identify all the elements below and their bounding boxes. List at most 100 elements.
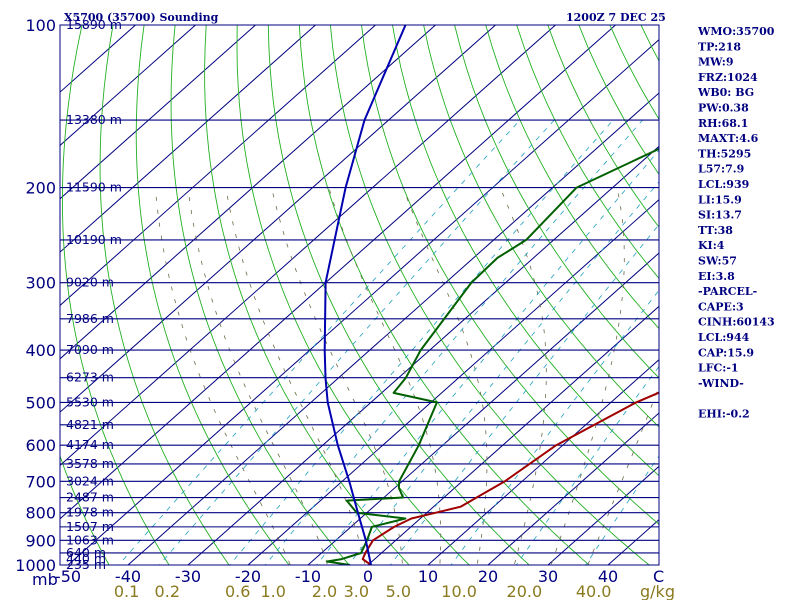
dry-adiabat-line (135, 25, 290, 565)
index-line: LCL:939 (698, 178, 749, 191)
isotherm-line (60, 25, 616, 520)
parcel-profile-line (323, 25, 407, 565)
station-title: X5700 (35700) Sounding (64, 11, 219, 24)
plot-background (60, 25, 659, 565)
height-label: 1507 m (66, 519, 114, 534)
index-line: FRZ:1024 (698, 71, 758, 84)
index-line: EI:3.8 (698, 270, 735, 283)
index-line: TP:218 (698, 40, 741, 53)
index-line: SI:13.7 (698, 209, 742, 222)
isotherm-line (60, 25, 316, 253)
index-line: LFC:-1 (698, 362, 739, 375)
mixing-ratio-label: 2.0 (312, 582, 337, 600)
temperature-tick-label: 0 (363, 567, 373, 586)
height-label: 10190 m (66, 232, 122, 247)
dry-adiabat-line (99, 25, 230, 565)
moist-adiabat-line (154, 187, 291, 565)
isotherm-line (67, 38, 659, 565)
isotherm-line (427, 358, 659, 565)
height-label: 4174 m (66, 437, 114, 452)
index-line: SW:57 (698, 255, 737, 268)
temperature-tick-label: -20 (235, 567, 261, 586)
pressure-tick-label: 800 (25, 504, 56, 523)
temperature-profile-line (361, 391, 659, 565)
pressure-unit-label: mb (32, 570, 58, 589)
height-label: 15890 m (66, 17, 122, 32)
height-label: 11590 m (66, 180, 122, 195)
height-label: 640 m (66, 545, 106, 560)
isotherm-line (367, 305, 659, 565)
height-label: 5530 m (66, 394, 114, 409)
dry-adiabat-line (796, 25, 800, 576)
temperature-tick-label: 10 (418, 567, 438, 586)
sounding-indices-panel: WMO:35700 TP:218 MW:9 FRZ:1024 WB0: BG PW:0.3… (697, 25, 775, 421)
index-line: -PARCEL- (698, 285, 757, 298)
index-line: LI:15.9 (698, 193, 742, 206)
temperature-tick-label: -30 (175, 567, 201, 586)
height-label: 4821 m (66, 417, 114, 432)
index-line: -WIND- (698, 377, 744, 390)
pressure-tick-label: 500 (25, 393, 56, 412)
plot-frame (59, 24, 660, 566)
index-line: TT:38 (698, 224, 733, 237)
dewpoint-profile-line (326, 147, 659, 565)
mixing-ratio-label: 0.6 (225, 582, 250, 600)
height-label: 9020 m (66, 275, 114, 290)
dry-adiabat-line (61, 25, 170, 565)
mixing-ratio-label: 20.0 (507, 582, 543, 600)
isotherm-line (60, 25, 436, 360)
dry-adiabat-line (765, 25, 800, 576)
height-label: 7090 m (66, 342, 114, 357)
dry-adiabat-line (204, 25, 410, 565)
pressure-tick-label: 400 (25, 341, 56, 360)
isotherm-line (307, 252, 659, 565)
pressure-tick-label: 600 (25, 436, 56, 455)
index-line: L57:7.9 (698, 163, 744, 176)
mixing-ratio-label: 3.0 (344, 582, 369, 600)
mixing-ratio-label: 1.0 (260, 582, 285, 600)
index-line: CAP:15.9 (698, 346, 754, 359)
dry-adiabat-line (329, 25, 650, 565)
mixing-ratio-label: 0.2 (155, 582, 180, 600)
temperature-tick-label: 30 (538, 567, 558, 586)
moist-adiabat-line (187, 187, 329, 565)
index-line: PW:0.38 (698, 102, 749, 115)
temperature-tick-label: 40 (598, 567, 618, 586)
pressure-tick-label: 300 (25, 274, 56, 293)
dry-adiabat-line (454, 25, 659, 379)
sounding-series (323, 25, 659, 565)
mixing-ratio-label: 10.0 (441, 582, 477, 600)
moist-adiabat-line (328, 187, 442, 565)
pressure-tick-label: 700 (25, 472, 56, 491)
index-line: WMO:35700 (697, 25, 775, 38)
moist-adiabat-lines (154, 187, 659, 565)
pressure-tick-label: 900 (25, 531, 56, 550)
temperature-tick-label: 20 (478, 567, 498, 586)
isotherm-line (547, 465, 659, 565)
dry-adiabat-line (298, 25, 590, 565)
temperature-tick-label: -40 (115, 567, 141, 586)
height-label: 13380 m (66, 112, 122, 127)
height-label: 1063 m (66, 532, 114, 547)
pressure-tick-label: 1000 (15, 556, 56, 575)
dry-adiabat-line (485, 25, 659, 330)
height-label: 235 m (66, 557, 106, 572)
valid-time: 1200Z 7 DEC 25 (566, 11, 666, 24)
index-line: MW:9 (698, 56, 734, 69)
moist-adiabat-line (550, 187, 625, 565)
isotherm-lines (60, 25, 659, 565)
temperature-tick-label: -10 (295, 567, 321, 586)
dry-adiabat-line (267, 25, 530, 565)
index-line: WB0: BG (697, 86, 754, 99)
index-line: RH:68.1 (698, 117, 748, 130)
dry-adiabat-line (236, 25, 470, 565)
isotherm-line (60, 25, 556, 467)
height-label: 1978 m (66, 505, 114, 520)
height-label: 3024 m (66, 473, 114, 488)
height-label: 6273 m (66, 370, 114, 385)
index-line: EHI:-0.2 (698, 408, 750, 421)
mixing-ratio-unit-label: g/kg (640, 582, 675, 600)
isotherm-line (487, 412, 659, 565)
dry-adiabat-line (60, 454, 110, 565)
